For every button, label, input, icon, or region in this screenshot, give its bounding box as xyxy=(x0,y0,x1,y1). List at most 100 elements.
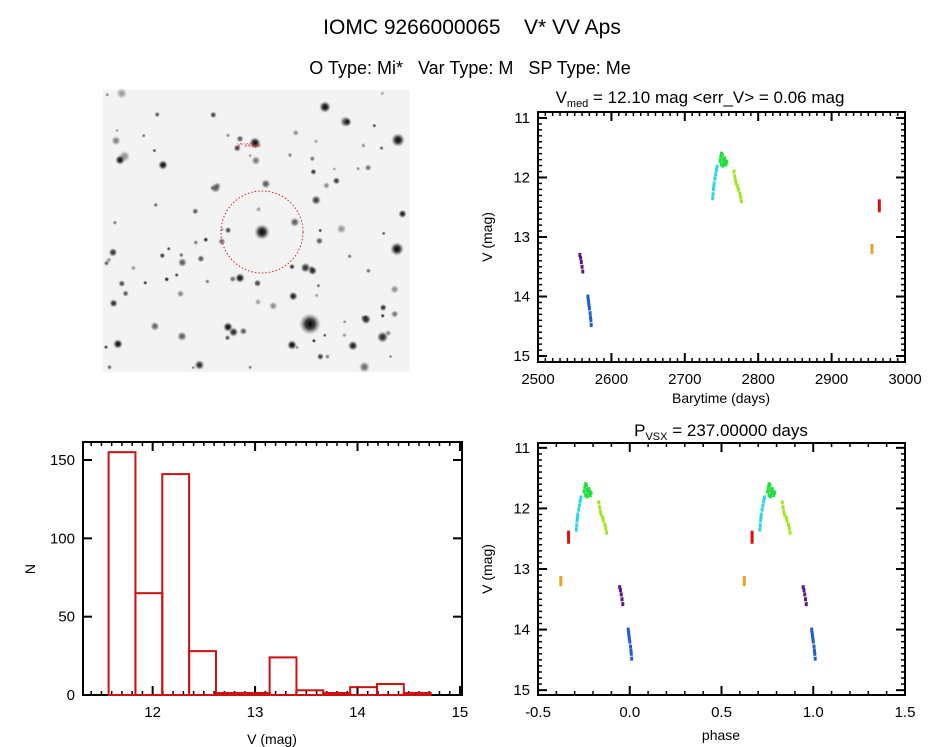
bright-star xyxy=(158,160,168,170)
phased-point-segment-4 xyxy=(766,485,770,490)
bright-star xyxy=(223,322,233,332)
star xyxy=(268,301,278,311)
bright-star xyxy=(115,155,125,165)
figure-subtitle: O Type: Mi* Var Type: M SP Type: Me xyxy=(309,58,630,78)
lightcurve-x-tick-label: 2700 xyxy=(668,371,701,388)
lightcurve-point-segment-1 xyxy=(578,252,582,257)
histogram-x-tick-label: 13 xyxy=(247,704,264,721)
phased-point-segment-5 xyxy=(785,518,789,523)
phased-point-segment-2 xyxy=(630,656,634,661)
star xyxy=(166,246,171,251)
histogram-bar xyxy=(188,650,217,697)
phased-point-segment-5 xyxy=(780,500,784,505)
histogram-bar xyxy=(322,692,352,696)
lightcurve-y-tick-label: 11 xyxy=(514,110,530,127)
star xyxy=(105,92,110,97)
phased-point-segment-1 xyxy=(618,588,622,593)
phased-point-segment-4 xyxy=(589,490,593,495)
lightcurve-point-segment-7 xyxy=(877,205,881,210)
star xyxy=(316,353,324,361)
phased-point-segment-2 xyxy=(629,644,633,649)
phased-point-segment-5 xyxy=(601,515,605,520)
star xyxy=(209,185,215,191)
lightcurve-point-segment-2 xyxy=(587,300,591,305)
star xyxy=(324,353,331,360)
lightcurve-y-tick-label: 15 xyxy=(513,348,530,365)
phased-point-segment-4 xyxy=(770,487,774,492)
star xyxy=(380,91,385,96)
phased-y-tick-label: 13 xyxy=(513,561,530,578)
phased-x-tick-label: -0.5 xyxy=(525,704,551,721)
phased-point-segment-1 xyxy=(621,602,625,607)
phased-point-segment-7 xyxy=(567,536,571,541)
star xyxy=(341,332,347,338)
lightcurve-point-segment-5 xyxy=(736,184,740,189)
star xyxy=(116,87,128,99)
lightcurve-point-segment-1 xyxy=(579,255,583,260)
lightcurve-y-tick-label: 12 xyxy=(513,169,530,186)
star xyxy=(203,237,209,243)
histogram-bar xyxy=(268,656,298,696)
star xyxy=(248,365,253,370)
star xyxy=(225,133,231,138)
phased-frame xyxy=(537,442,906,696)
phased-point-segment-2 xyxy=(627,633,631,638)
phased-point-segment-1 xyxy=(804,597,808,602)
phased-point-segment-4 xyxy=(772,493,776,498)
lightcurve-point-segment-6 xyxy=(870,249,874,254)
phased-point-segment-3 xyxy=(759,515,763,520)
phased-point-segment-7 xyxy=(750,539,754,544)
phased-point-segment-6 xyxy=(742,576,746,581)
star xyxy=(130,265,137,271)
phased-point-segment-5 xyxy=(783,512,787,517)
star xyxy=(322,333,327,338)
lightcurve-point-segment-4 xyxy=(718,158,722,163)
star xyxy=(289,217,300,228)
phased-point-segment-3 xyxy=(759,518,763,523)
histogram-x-tick-label: 12 xyxy=(144,704,161,721)
star xyxy=(103,344,109,350)
phased-title: PVSX = 237.00000 days xyxy=(634,421,808,443)
bright-star xyxy=(390,242,404,256)
histogram-y-tick-label: 150 xyxy=(50,452,75,469)
lightcurve-point-segment-3 xyxy=(711,187,715,192)
star xyxy=(152,148,157,153)
bright-star xyxy=(235,273,245,283)
star xyxy=(118,280,126,288)
lightcurve-point-segment-6 xyxy=(870,246,874,251)
star xyxy=(311,338,317,343)
histogram-y-tick-label: 50 xyxy=(58,609,75,626)
star xyxy=(332,177,341,185)
phased-point-segment-2 xyxy=(627,636,631,641)
phased-point-segment-4 xyxy=(769,488,773,493)
star xyxy=(122,290,129,297)
star xyxy=(358,361,370,373)
lightcurve-x-tick-label: 2500 xyxy=(521,371,554,388)
phased-point-segment-4 xyxy=(587,487,591,492)
phased-y-tick-label: 12 xyxy=(513,500,530,517)
phased-point-segment-5 xyxy=(603,522,607,527)
lightcurve-point-segment-7 xyxy=(877,199,881,204)
histogram-bar xyxy=(214,692,244,696)
phased-point-segment-3 xyxy=(575,518,579,523)
star xyxy=(164,276,170,282)
histogram-bar xyxy=(402,692,432,696)
phased-point-segment-4 xyxy=(587,489,591,494)
phased-point-segment-4 xyxy=(768,483,772,488)
phased-point-segment-7 xyxy=(750,530,754,535)
star xyxy=(380,313,386,319)
star xyxy=(112,220,118,226)
star xyxy=(105,257,112,263)
lightcurve-point-segment-1 xyxy=(579,260,583,264)
phased-point-segment-4 xyxy=(584,483,588,488)
phased-point-segment-4 xyxy=(767,493,771,498)
phased-point-segment-4 xyxy=(766,489,770,494)
phased-point-segment-3 xyxy=(762,499,766,504)
star xyxy=(255,206,262,213)
target-circle xyxy=(220,190,304,274)
phased-point-segment-3 xyxy=(577,503,581,508)
phased-point-segment-2 xyxy=(811,636,815,641)
lightcurve-point-segment-2 xyxy=(588,311,592,316)
histogram-bar xyxy=(161,473,191,697)
